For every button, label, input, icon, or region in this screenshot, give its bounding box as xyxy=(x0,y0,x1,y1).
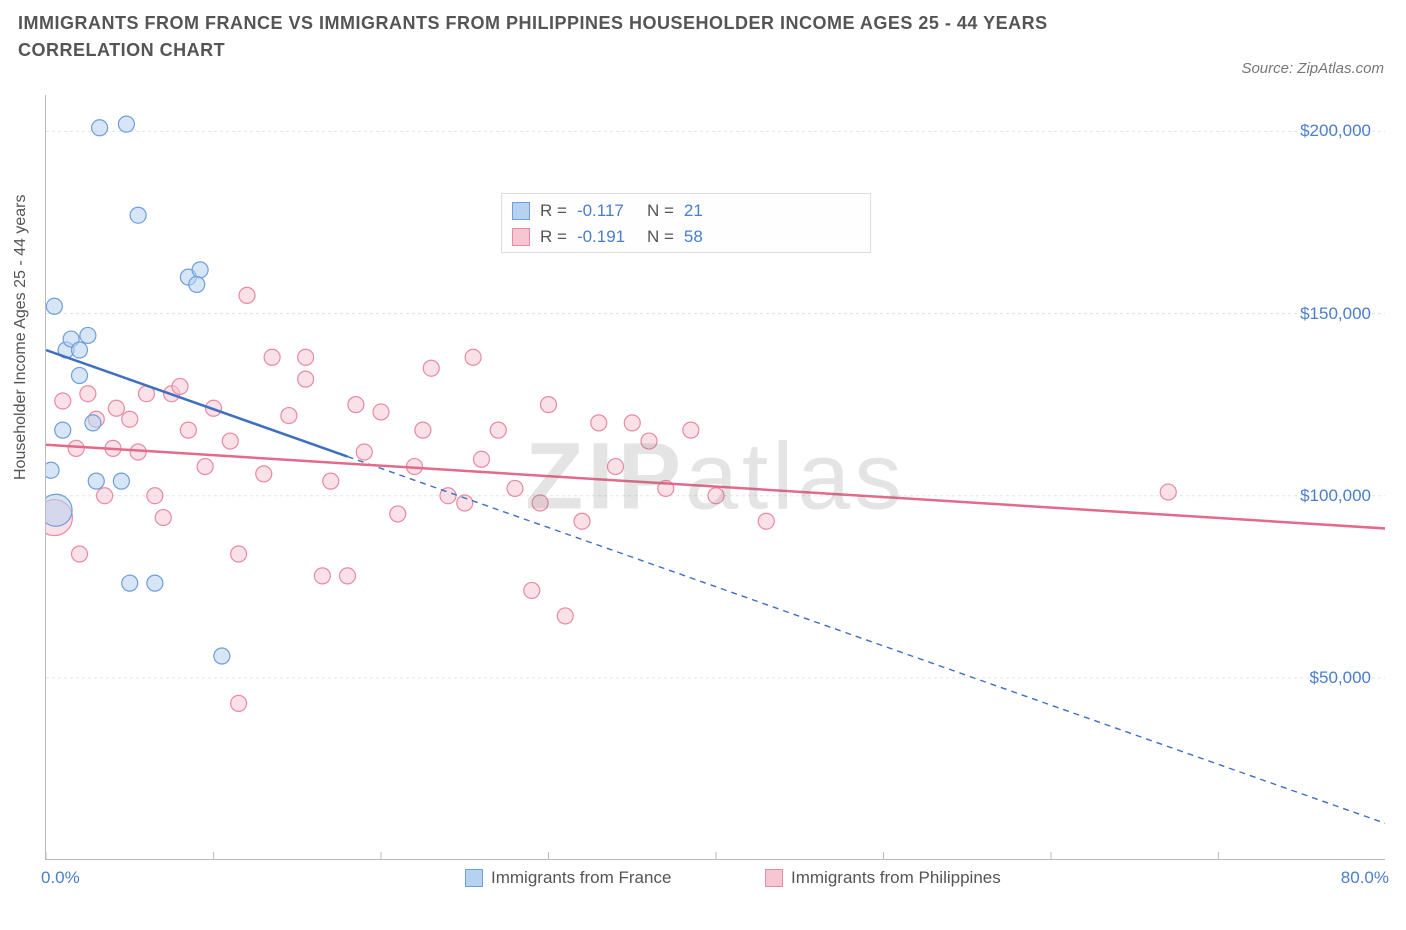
philippines-swatch-icon xyxy=(512,228,530,246)
y-tick-label: $200,000 xyxy=(1300,121,1371,141)
x-axis-labels: 0.0% 80.0% Immigrants from France Immigr… xyxy=(45,868,1385,898)
r-label: R = xyxy=(540,227,567,247)
legend-label-france: Immigrants from France xyxy=(491,868,671,888)
n-label: N = xyxy=(647,201,674,221)
legend-label-philippines: Immigrants from Philippines xyxy=(791,868,1001,888)
philippines-n-value: 58 xyxy=(684,227,744,247)
r-label: R = xyxy=(540,201,567,221)
stats-row-philippines: R = -0.191 N = 58 xyxy=(512,224,860,250)
n-label: N = xyxy=(647,227,674,247)
legend-item-philippines: Immigrants from Philippines xyxy=(765,868,1001,888)
y-tick-label: $100,000 xyxy=(1300,486,1371,506)
x-axis-min-label: 0.0% xyxy=(41,868,80,888)
y-tick-label: $150,000 xyxy=(1300,304,1371,324)
y-tick-label: $50,000 xyxy=(1310,668,1371,688)
x-axis-max-label: 80.0% xyxy=(1341,868,1389,888)
chart-plot-area: ZIPatlas R = -0.117 N = 21 R = -0.191 N … xyxy=(45,95,1385,860)
france-n-value: 21 xyxy=(684,201,744,221)
correlation-stats-box: R = -0.117 N = 21 R = -0.191 N = 58 xyxy=(501,193,871,253)
y-axis-label: Householder Income Ages 25 - 44 years xyxy=(12,195,30,481)
chart-title: IMMIGRANTS FROM FRANCE VS IMMIGRANTS FRO… xyxy=(18,10,1118,64)
france-swatch-icon xyxy=(512,202,530,220)
france-swatch-icon xyxy=(465,869,483,887)
legend-item-france: Immigrants from France xyxy=(465,868,671,888)
source-attribution: Source: ZipAtlas.com xyxy=(1241,60,1384,77)
france-r-value: -0.117 xyxy=(577,201,637,221)
philippines-swatch-icon xyxy=(765,869,783,887)
philippines-r-value: -0.191 xyxy=(577,227,637,247)
stats-row-france: R = -0.117 N = 21 xyxy=(512,198,860,224)
